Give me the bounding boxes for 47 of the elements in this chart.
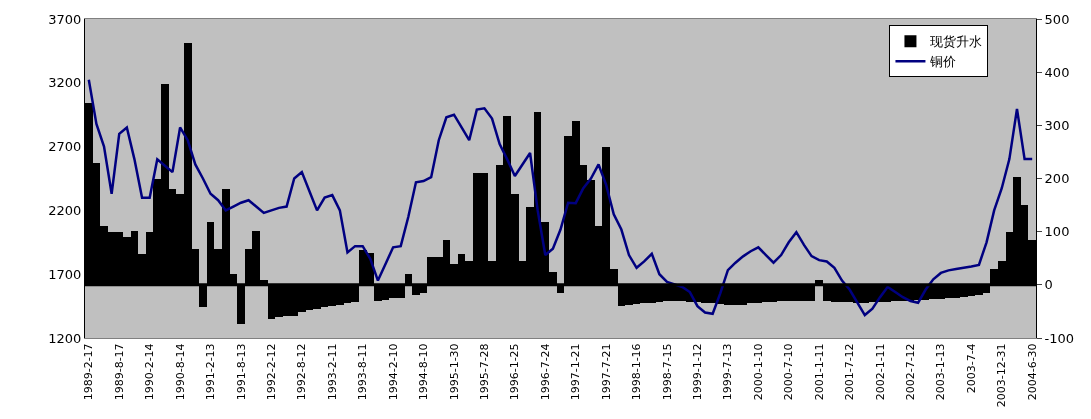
x-tick-label: 1998-1-16 [630,343,644,401]
x-tick-label: 2001-1-11 [812,343,826,401]
x-tick-label: 1994-2-10 [386,343,400,401]
x-tick-label: 2003-7-4 [964,343,978,394]
y-tick-label: 3700 [48,11,82,27]
x-tick-label: 2001-7-12 [843,343,857,401]
y-tick-label: 3200 [48,75,82,91]
x-tick-label: 2002-7-12 [904,343,918,401]
x-tick-label: 2004-6-30 [1025,343,1039,401]
y2-tick-label: 500 [1044,11,1070,27]
y2-tick-label: 0 [1044,277,1053,293]
x-tick-label: 1995-7-28 [478,343,491,401]
y-tick-label: 1700 [48,266,82,282]
x-tick-label: 2000-7-10 [782,343,796,401]
x-tick-label: 1989-2-17 [82,343,96,401]
y-tick-label: 2200 [48,202,82,218]
x-tick-label: 2003-12-31 [995,343,1009,408]
x-tick-label: 1991-8-13 [234,343,248,401]
x-tick-label: 1997-1-21 [569,343,583,401]
x-tick-label: 1995-1-30 [447,343,461,401]
x-tick-label: 1990-2-14 [143,343,157,401]
x-tick-label: 1993-8-11 [356,343,370,401]
y-tick-label: 1200 [48,330,82,346]
x-tick-label: 1990-8-14 [173,343,187,401]
x-tick-label: 1989-8-17 [112,343,126,401]
y2-tick-label: 400 [1044,64,1070,80]
x-tick-label: 1992-8-12 [295,343,309,401]
x-tick-label: 1992-2-12 [264,343,278,401]
y2-tick-label: 300 [1044,117,1070,133]
x-tick-label: 1999-7-13 [721,343,735,401]
x-tick-label: 1994-8-10 [417,343,431,401]
x-tick-label: 2000-1-10 [751,343,765,401]
x-tick-label: 1996-7-24 [538,343,552,401]
y-tick-label: 2700 [48,139,82,155]
x-tick-label: 2003-1-13 [934,343,948,401]
y2-tick-label: -100 [1044,330,1075,346]
x-tick-label: 1996-1-25 [508,343,522,401]
y2-tick-label: 200 [1044,171,1070,187]
legend-label: 铜价 [929,54,957,70]
x-tick-label: 2002-1-11 [873,343,887,401]
x-tick-label: 1993-2-11 [325,343,339,401]
x-tick-label: 1999-1-12 [691,343,705,401]
y2-tick-label: 100 [1044,224,1070,240]
x-tick-label: 1998-7-15 [660,343,674,401]
x-tick-label: 1997-7-21 [599,343,613,401]
x-tick-label: 1991-2-13 [204,343,218,401]
legend-label: 现货升水 [930,34,983,50]
